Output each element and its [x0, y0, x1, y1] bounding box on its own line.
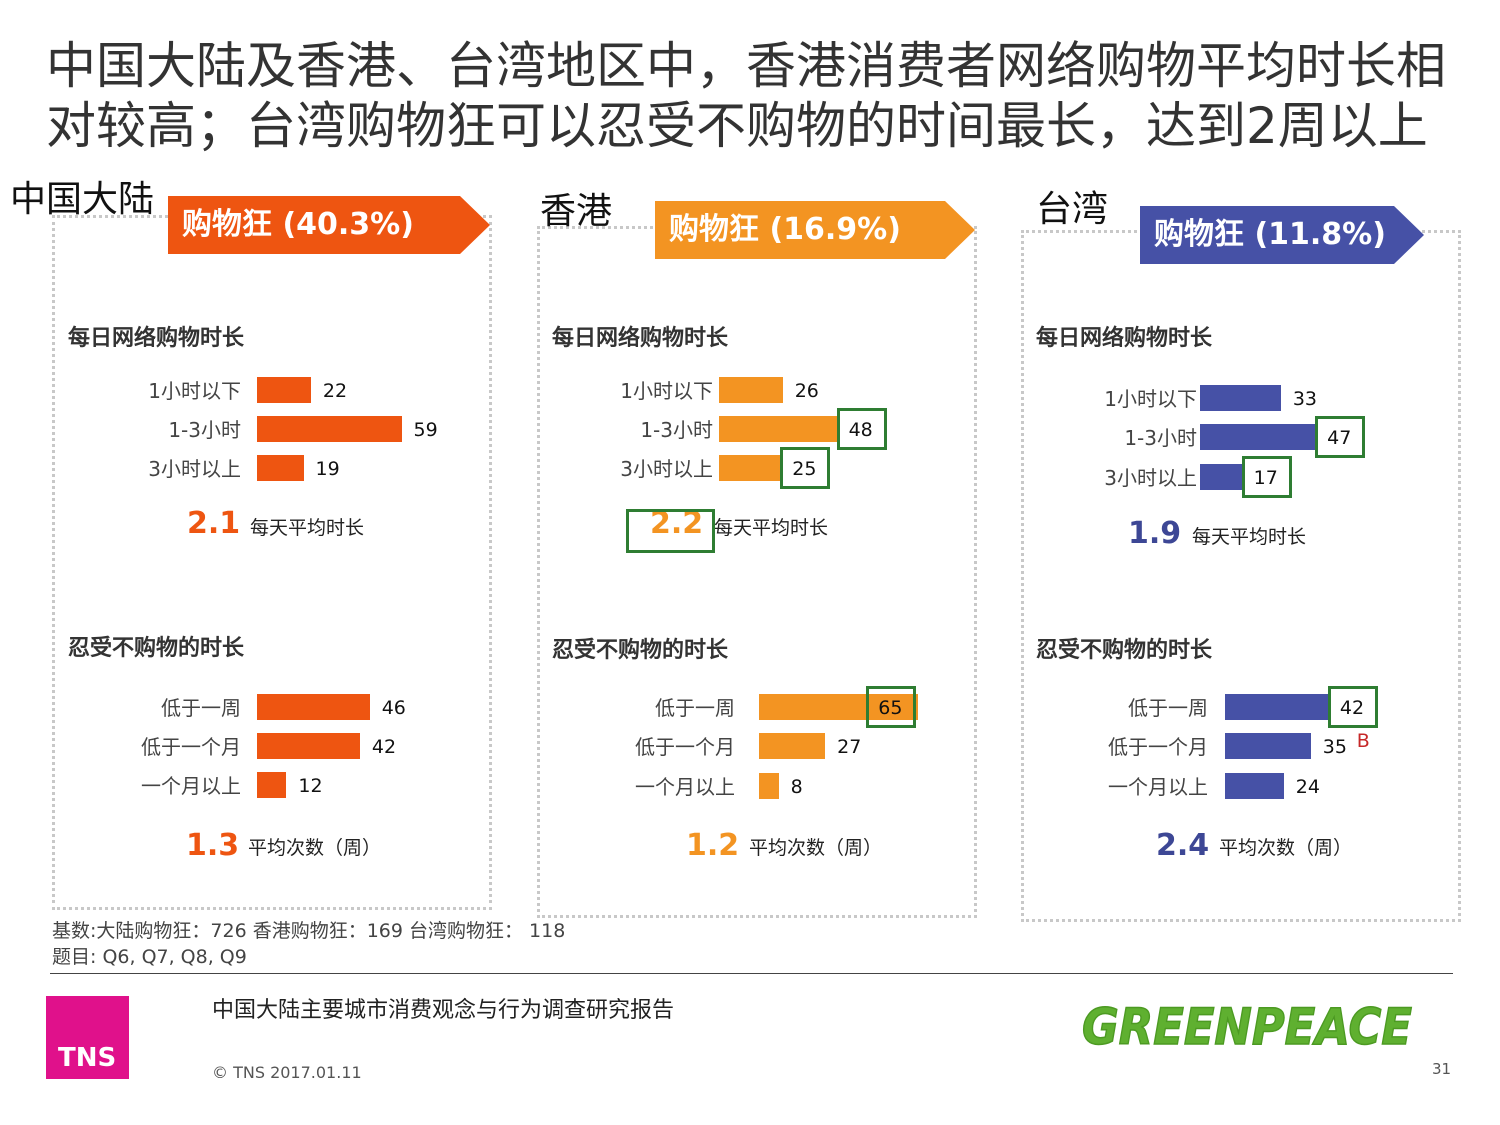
banner-mainland: 购物狂 (40.3%) — [168, 196, 490, 254]
value-label-hongkong: 27 — [837, 736, 862, 758]
avg-daily-label-hongkong: 每天平均时长 — [714, 517, 829, 539]
category-label-taiwan: 一个月以上 — [1108, 775, 1208, 799]
highlight-box-avg-daily-hongkong — [626, 509, 715, 553]
category-label-hongkong: 一个月以上 — [635, 775, 735, 799]
avg-weekly-taiwan: 2.4 — [1156, 828, 1210, 863]
category-label-taiwan: 3小时以上 — [1104, 466, 1197, 490]
category-label-mainland: 3小时以上 — [148, 457, 241, 481]
value-label-taiwan: 24 — [1295, 776, 1320, 798]
value-label-hongkong: 25 — [792, 458, 817, 480]
value-label-taiwan: 42 — [1339, 697, 1365, 719]
copyright: © TNS 2017.01.11 — [212, 1063, 362, 1082]
bar-mainland — [257, 377, 311, 403]
bar-mainland — [257, 733, 360, 759]
region-label-taiwan: 台湾 — [1036, 189, 1109, 230]
bar-taiwan — [1225, 773, 1284, 799]
bar-hongkong — [759, 694, 919, 720]
category-label-mainland: 1小时以下 — [148, 379, 241, 403]
value-label-mainland: 19 — [315, 458, 340, 480]
value-label-mainland: 59 — [413, 419, 438, 441]
bar-hongkong — [759, 733, 826, 759]
category-label-mainland: 低于一个月 — [141, 735, 241, 759]
category-label-taiwan: 低于一个月 — [1108, 735, 1208, 759]
avg-daily-label-taiwan: 每天平均时长 — [1192, 526, 1307, 548]
tns-logo: TNS — [46, 996, 129, 1079]
daily-title-taiwan: 每日网络购物时长 — [1036, 326, 1213, 351]
avg-daily-mainland: 2.1 — [187, 506, 241, 541]
region-label-mainland: 中国大陆 — [10, 179, 155, 220]
highlight-box-taiwan — [1327, 686, 1378, 728]
region-label-hongkong: 香港 — [540, 191, 613, 232]
bar-hongkong — [719, 377, 783, 403]
category-label-taiwan: 1小时以下 — [1104, 387, 1197, 411]
category-label-taiwan: 低于一周 — [1128, 696, 1208, 720]
tolerate-title-hongkong: 忍受不购物的时长 — [552, 638, 729, 663]
avg-weekly-label-hongkong: 平均次数（周） — [749, 837, 883, 859]
bar-hongkong — [719, 455, 781, 481]
footer-divider — [50, 973, 1453, 974]
page-title: 中国大陆及香港、台湾地区中，香港消费者网络购物平均时长相 对较高；台湾购物狂可以… — [46, 36, 1466, 156]
bar-mainland — [257, 416, 402, 442]
category-label-hongkong: 1小时以下 — [620, 379, 713, 403]
value-label-mainland: 42 — [371, 736, 397, 758]
banner-taiwan: 购物狂 (11.8%) — [1140, 206, 1424, 264]
highlight-box-taiwan — [1315, 416, 1366, 458]
title-line-1: 中国大陆及香港、台湾地区中，香港消费者网络购物平均时长相 — [46, 37, 1446, 95]
value-label-taiwan: 17 — [1253, 467, 1278, 489]
greenpeace-logo-text: GREENPEACE — [1082, 998, 1412, 1054]
avg-weekly-mainland: 1.3 — [186, 828, 240, 863]
banner-hongkong: 购物狂 (16.9%) — [655, 201, 975, 259]
value-label-hongkong: 48 — [848, 419, 873, 441]
bar-taiwan — [1200, 424, 1316, 450]
base-note: 基数:大陆购物狂：726 香港购物狂：169 台湾购物狂： 118 题目: Q6… — [52, 918, 565, 970]
bar-taiwan — [1225, 733, 1311, 759]
value-label-mainland: 12 — [298, 775, 323, 797]
category-label-mainland: 一个月以上 — [141, 774, 241, 798]
tolerate-title-mainland: 忍受不购物的时长 — [68, 636, 245, 661]
bar-mainland — [257, 455, 304, 481]
category-label-hongkong: 1-3小时 — [640, 418, 713, 442]
value-label-mainland: 22 — [322, 380, 348, 402]
bar-mainland — [257, 772, 287, 798]
greenpeace-logo: GREENPEACE — [1080, 996, 1415, 1058]
category-label-hongkong: 低于一个月 — [635, 735, 735, 759]
bar-taiwan — [1200, 464, 1242, 490]
daily-title-hongkong: 每日网络购物时长 — [552, 326, 729, 351]
value-label-mainland: 46 — [381, 697, 406, 719]
tns-logo-text: TNS — [58, 1043, 117, 1073]
category-label-hongkong: 3小时以上 — [620, 457, 713, 481]
avg-weekly-label-mainland: 平均次数（周） — [248, 837, 382, 859]
bar-hongkong — [759, 773, 779, 799]
bar-taiwan — [1225, 694, 1328, 720]
highlight-box-hongkong — [836, 408, 887, 450]
report-name: 中国大陆主要城市消费观念与行为调查研究报告 — [212, 998, 675, 1023]
value-label-taiwan: 47 — [1327, 427, 1352, 449]
highlight-box-taiwan — [1241, 456, 1292, 498]
bar-hongkong — [719, 416, 837, 442]
tolerate-title-taiwan: 忍受不购物的时长 — [1036, 638, 1213, 663]
significance-letter-taiwan: B — [1356, 730, 1370, 752]
title-line-2: 对较高；台湾购物狂可以忍受不购物的时间最长，达到2周以上 — [46, 97, 1428, 155]
base-sample-text: 基数:大陆购物狂：726 香港购物狂：169 台湾购物狂： 118 — [52, 920, 566, 942]
daily-title-mainland: 每日网络购物时长 — [68, 326, 245, 351]
avg-daily-taiwan: 1.9 — [1128, 516, 1182, 551]
value-label-taiwan: 35 — [1322, 736, 1347, 758]
page-number: 31 — [1432, 1060, 1452, 1078]
value-label-hongkong: 8 — [790, 776, 803, 798]
highlight-box-hongkong — [780, 447, 831, 489]
value-label-hongkong: 26 — [794, 380, 819, 402]
avg-daily-label-mainland: 每天平均时长 — [250, 517, 365, 539]
value-label-taiwan: 33 — [1292, 388, 1318, 410]
category-label-mainland: 1-3小时 — [168, 418, 241, 442]
avg-weekly-hongkong: 1.2 — [686, 828, 740, 863]
bar-mainland — [257, 694, 370, 720]
highlight-box-hongkong — [866, 686, 917, 728]
category-label-hongkong: 低于一周 — [655, 696, 735, 720]
value-label-hongkong: 65 — [878, 697, 903, 719]
avg-weekly-label-taiwan: 平均次数（周） — [1219, 837, 1353, 859]
category-label-mainland: 低于一周 — [161, 696, 241, 720]
bar-taiwan — [1200, 385, 1281, 411]
category-label-taiwan: 1-3小时 — [1124, 426, 1197, 450]
questions-text: 题目: Q6, Q7, Q8, Q9 — [52, 946, 247, 968]
